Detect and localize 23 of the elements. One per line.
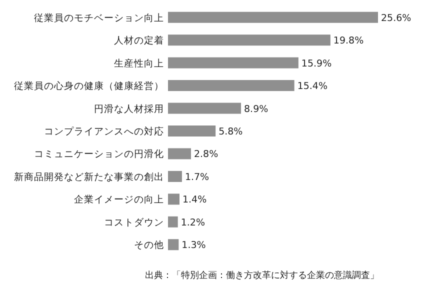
data-label: 8.9% (244, 104, 268, 115)
y-tick-label: コストダウン (104, 216, 164, 228)
data-label: 1.4% (182, 194, 207, 206)
y-tick-label: その他 (134, 239, 164, 252)
y-tick-label: 生産性向上 (114, 57, 164, 70)
y-tick-label: コミュニケーションの円滑化 (34, 148, 164, 160)
data-label: 1.7% (184, 172, 210, 183)
data-label: 15.9% (301, 58, 332, 70)
data-label: 1.3% (182, 240, 206, 252)
y-tick-label: 新商品開発など新たな事業の創出 (14, 170, 164, 183)
y-tick-label: 人材の定着 (114, 34, 164, 47)
y-tick-label: 円滑な人材採用 (94, 102, 164, 115)
data-label: 25.6% (381, 12, 412, 24)
data-label: 15.4% (297, 81, 328, 92)
source-note: 出典：「特別企画：働き方改革に対する企業の意識調査」 (145, 270, 379, 281)
y-tick-label: 従業員のモチベーション向上 (34, 12, 164, 24)
data-label: 5.8% (218, 126, 243, 138)
data-label: 1.2% (180, 217, 205, 228)
data-label: 2.8% (194, 149, 218, 160)
data-label: 19.8% (333, 36, 364, 47)
y-tick-label: コンプライアンスへの対応 (44, 126, 164, 138)
y-tick-label: 従業員の心身の健康（健康経営） (14, 80, 164, 92)
y-tick-label: 企業イメージの向上 (74, 194, 164, 206)
